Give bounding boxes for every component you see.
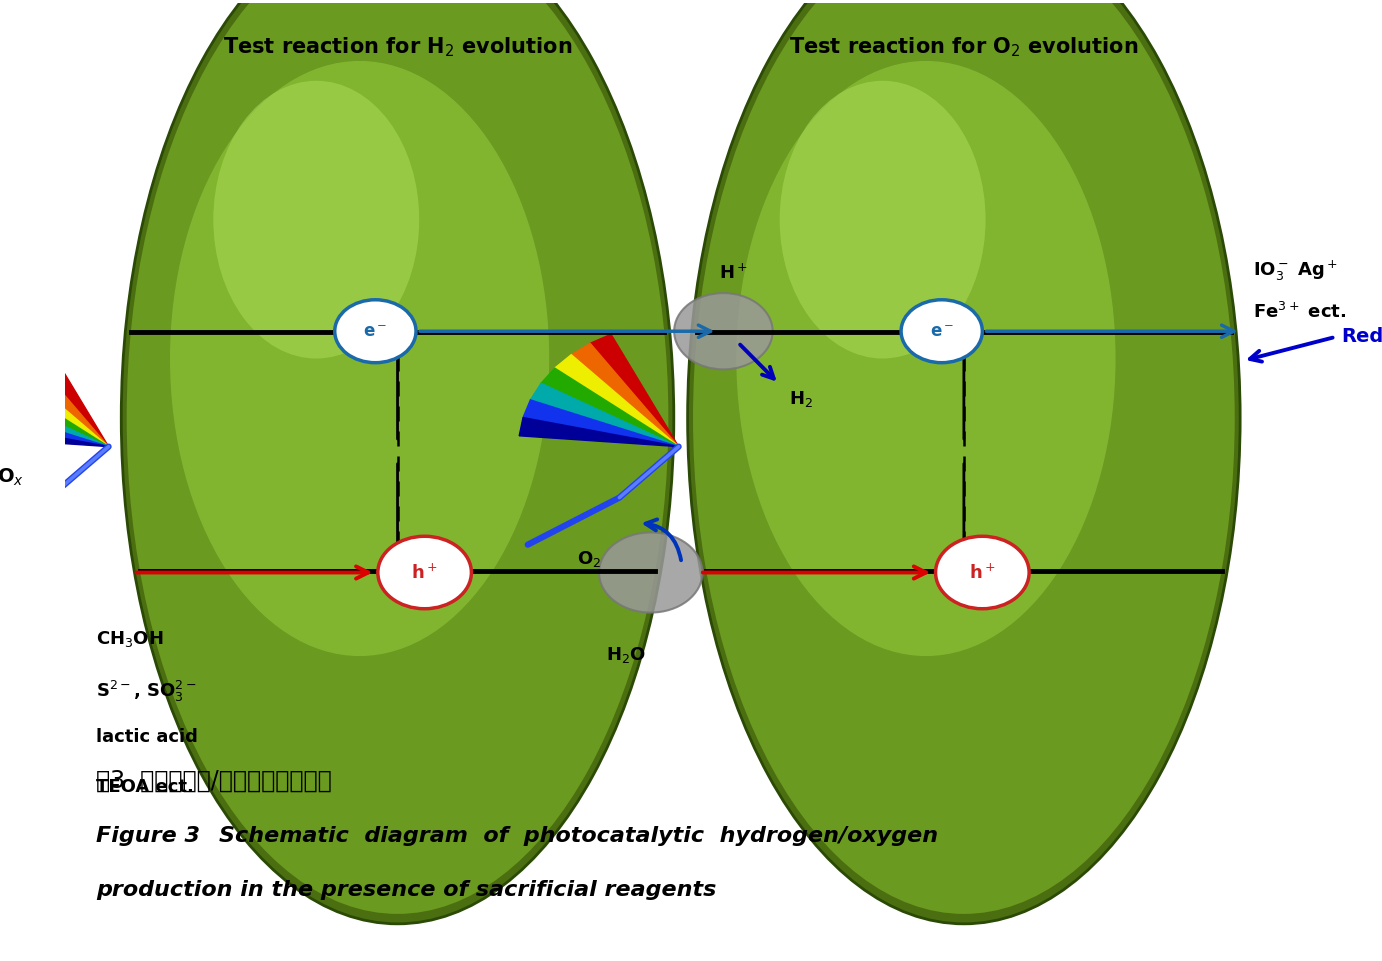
Text: O$_x$: O$_x$ (0, 466, 23, 487)
Circle shape (674, 294, 773, 370)
Polygon shape (0, 362, 109, 447)
Text: lactic acid: lactic acid (95, 727, 198, 745)
Polygon shape (0, 397, 109, 447)
Text: S$^{2-}$, SO$_3^{2-}$: S$^{2-}$, SO$_3^{2-}$ (95, 678, 196, 702)
Ellipse shape (213, 82, 419, 359)
Circle shape (901, 301, 983, 363)
Text: Test reaction for H$_2$ evolution: Test reaction for H$_2$ evolution (223, 36, 572, 60)
Polygon shape (531, 383, 679, 447)
Circle shape (334, 301, 416, 363)
Text: e$^-$: e$^-$ (930, 323, 954, 341)
Polygon shape (522, 401, 679, 447)
Polygon shape (0, 348, 109, 447)
Polygon shape (590, 335, 679, 447)
Ellipse shape (779, 82, 985, 359)
Text: IO$_3^-$ Ag$^+$: IO$_3^-$ Ag$^+$ (1253, 259, 1338, 283)
Text: Schematic  diagram  of  photocatalytic  hydrogen/oxygen: Schematic diagram of photocatalytic hydr… (218, 825, 938, 846)
Text: Figure 3: Figure 3 (95, 825, 200, 846)
Text: CH$_3$OH: CH$_3$OH (95, 628, 163, 648)
Ellipse shape (688, 0, 1240, 924)
Polygon shape (540, 369, 679, 447)
Polygon shape (0, 336, 109, 447)
Ellipse shape (122, 0, 674, 924)
Text: TEOA ect.: TEOA ect. (95, 776, 193, 795)
Circle shape (936, 536, 1030, 609)
Text: O$_2$: O$_2$ (578, 549, 601, 569)
Ellipse shape (170, 62, 549, 656)
Polygon shape (520, 418, 679, 447)
Polygon shape (571, 344, 679, 447)
Text: 图3  光催化产氢/产氧半反应示意图: 图3 光催化产氢/产氧半反应示意图 (95, 768, 332, 792)
Text: Fe$^{3+}$ ect.: Fe$^{3+}$ ect. (1253, 302, 1346, 322)
Ellipse shape (127, 0, 669, 914)
Text: h$^+$: h$^+$ (969, 563, 995, 582)
Polygon shape (554, 356, 679, 447)
Ellipse shape (737, 62, 1115, 656)
Text: Red: Red (1342, 326, 1382, 345)
Text: e$^-$: e$^-$ (363, 323, 387, 341)
Text: Test reaction for O$_2$ evolution: Test reaction for O$_2$ evolution (789, 36, 1139, 60)
Text: h$^+$: h$^+$ (412, 563, 438, 582)
Text: H$_2$O: H$_2$O (607, 645, 647, 664)
Polygon shape (14, 327, 109, 447)
Ellipse shape (692, 0, 1234, 914)
Circle shape (377, 536, 471, 609)
Polygon shape (0, 379, 109, 447)
Circle shape (598, 533, 702, 613)
Text: H$^+$: H$^+$ (719, 263, 748, 283)
Polygon shape (0, 416, 109, 447)
Text: H$_2$: H$_2$ (789, 389, 813, 409)
Text: production in the presence of sacrificial reagents: production in the presence of sacrificia… (95, 878, 716, 899)
